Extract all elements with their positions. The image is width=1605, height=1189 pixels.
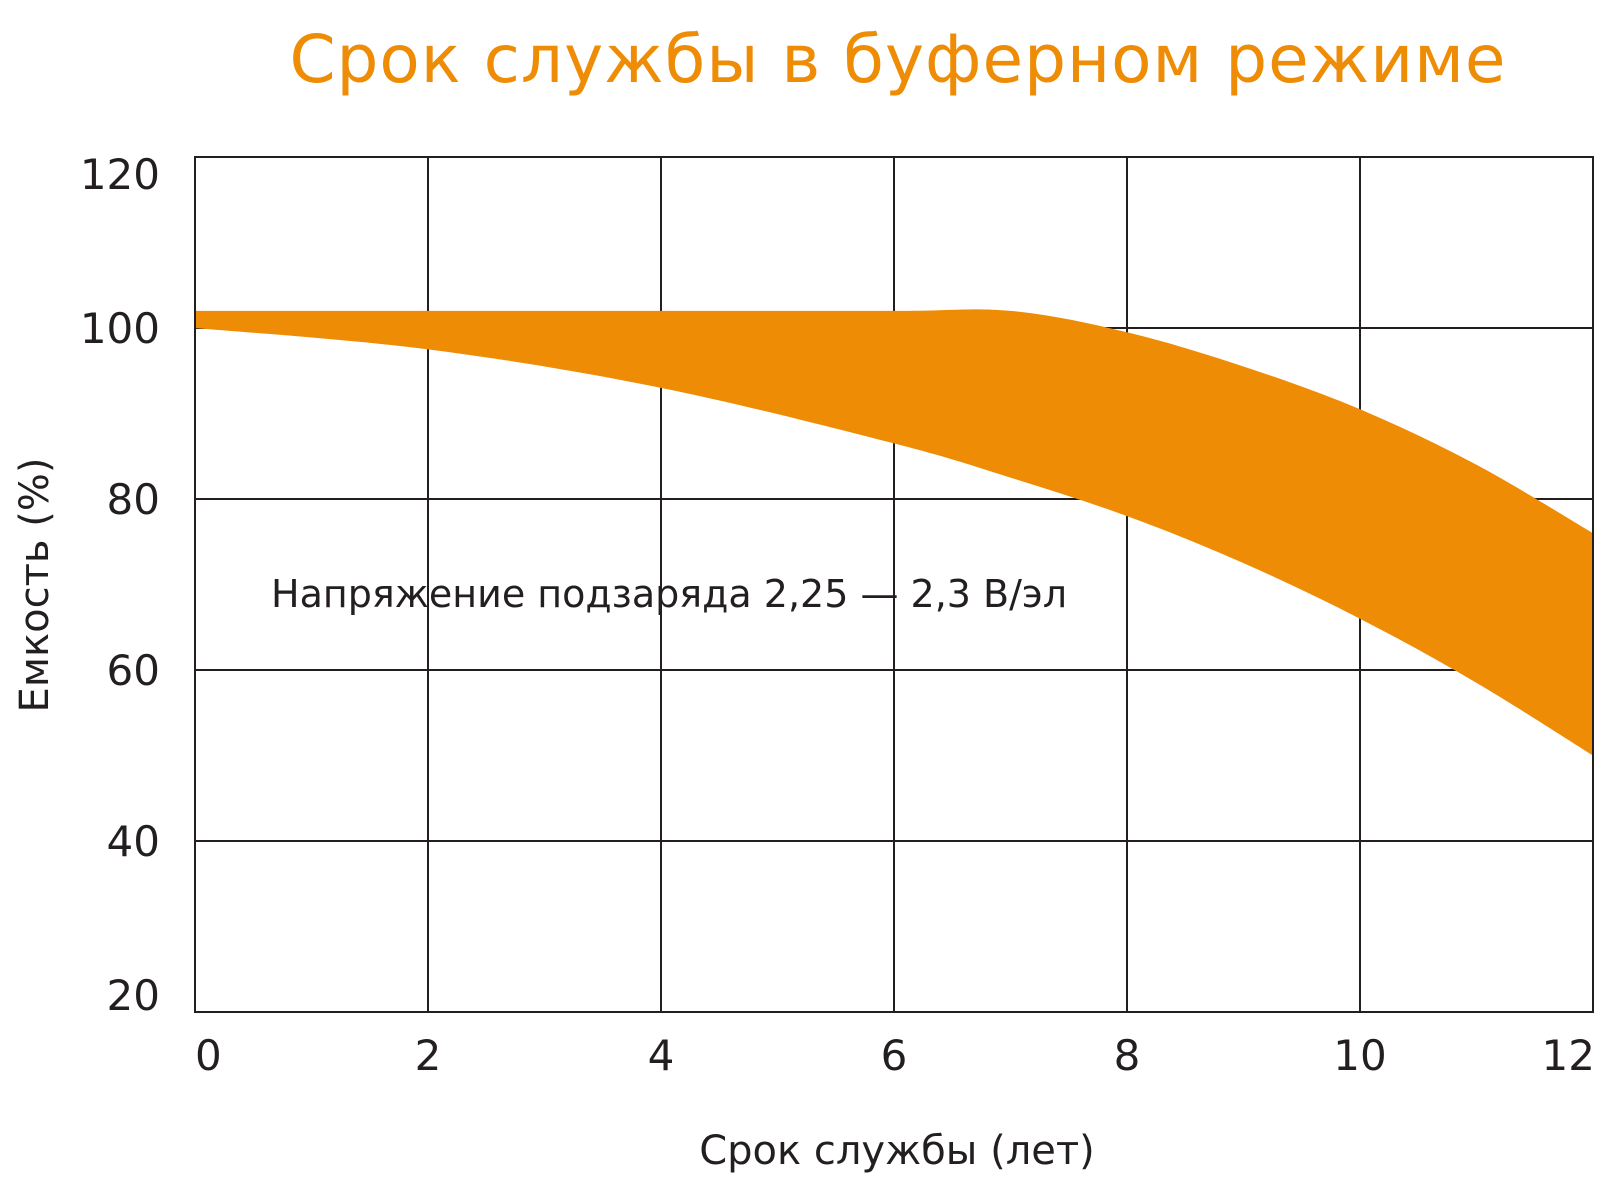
chart-title: Срок службы в буферном режиме — [289, 21, 1506, 98]
y-axis-ticks: 20 40 60 80 100 120 — [80, 150, 160, 1020]
y-tick-label: 100 — [80, 304, 160, 353]
y-axis-label: Емкость (%) — [12, 458, 58, 713]
plot-frame — [194, 156, 1594, 1013]
y-tick-label: 120 — [80, 150, 160, 199]
x-tick-label: 2 — [415, 1031, 442, 1080]
chart-annotation: Напряжение подзаряда 2,25 — 2,3 В/эл — [271, 572, 1067, 616]
capacity-band — [195, 309, 1593, 756]
y-tick-label: 80 — [107, 475, 160, 524]
y-tick-label: 40 — [107, 817, 160, 866]
x-tick-label: 8 — [1114, 1031, 1141, 1080]
y-tick-label: 20 — [107, 971, 160, 1020]
x-axis-label: Срок службы (лет) — [699, 1128, 1095, 1174]
x-tick-label: 10 — [1333, 1031, 1386, 1080]
x-tick-label: 0 — [195, 1031, 222, 1080]
x-tick-label: 12 — [1542, 1031, 1595, 1080]
x-tick-label: 6 — [881, 1031, 908, 1080]
plot-border — [194, 156, 1594, 1013]
x-tick-label: 4 — [648, 1031, 675, 1080]
x-axis-ticks: 0 2 4 6 8 10 12 — [195, 1031, 1595, 1080]
y-tick-label: 60 — [107, 646, 160, 695]
